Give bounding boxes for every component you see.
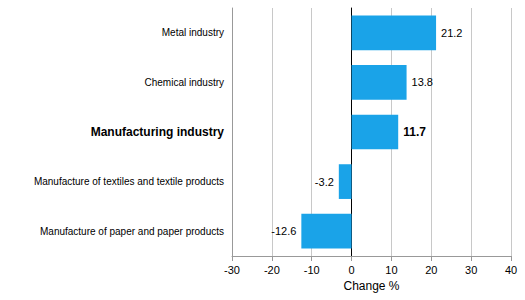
svg-text:10: 10 <box>385 264 397 276</box>
svg-text:-30: -30 <box>224 264 240 276</box>
svg-text:0: 0 <box>349 264 355 276</box>
svg-text:Manufacturing industry: Manufacturing industry <box>91 125 225 139</box>
svg-text:Change %: Change % <box>343 279 399 293</box>
svg-text:Manufacture of paper and paper: Manufacture of paper and paper products <box>40 226 224 237</box>
svg-text:-20: -20 <box>264 264 280 276</box>
svg-text:21.2: 21.2 <box>441 27 462 39</box>
svg-text:-3.2: -3.2 <box>315 176 334 188</box>
svg-text:-12.6: -12.6 <box>271 225 296 237</box>
svg-text:13.8: 13.8 <box>412 76 433 88</box>
svg-text:40: 40 <box>505 264 517 276</box>
svg-text:20: 20 <box>425 264 437 276</box>
svg-text:Metal industry: Metal industry <box>162 27 224 38</box>
svg-text:Manufacture of textiles and te: Manufacture of textiles and textile prod… <box>34 176 224 187</box>
svg-text:11.7: 11.7 <box>403 125 426 139</box>
svg-text:-10: -10 <box>304 264 320 276</box>
svg-text:Chemical industry: Chemical industry <box>145 77 224 88</box>
svg-text:30: 30 <box>465 264 477 276</box>
